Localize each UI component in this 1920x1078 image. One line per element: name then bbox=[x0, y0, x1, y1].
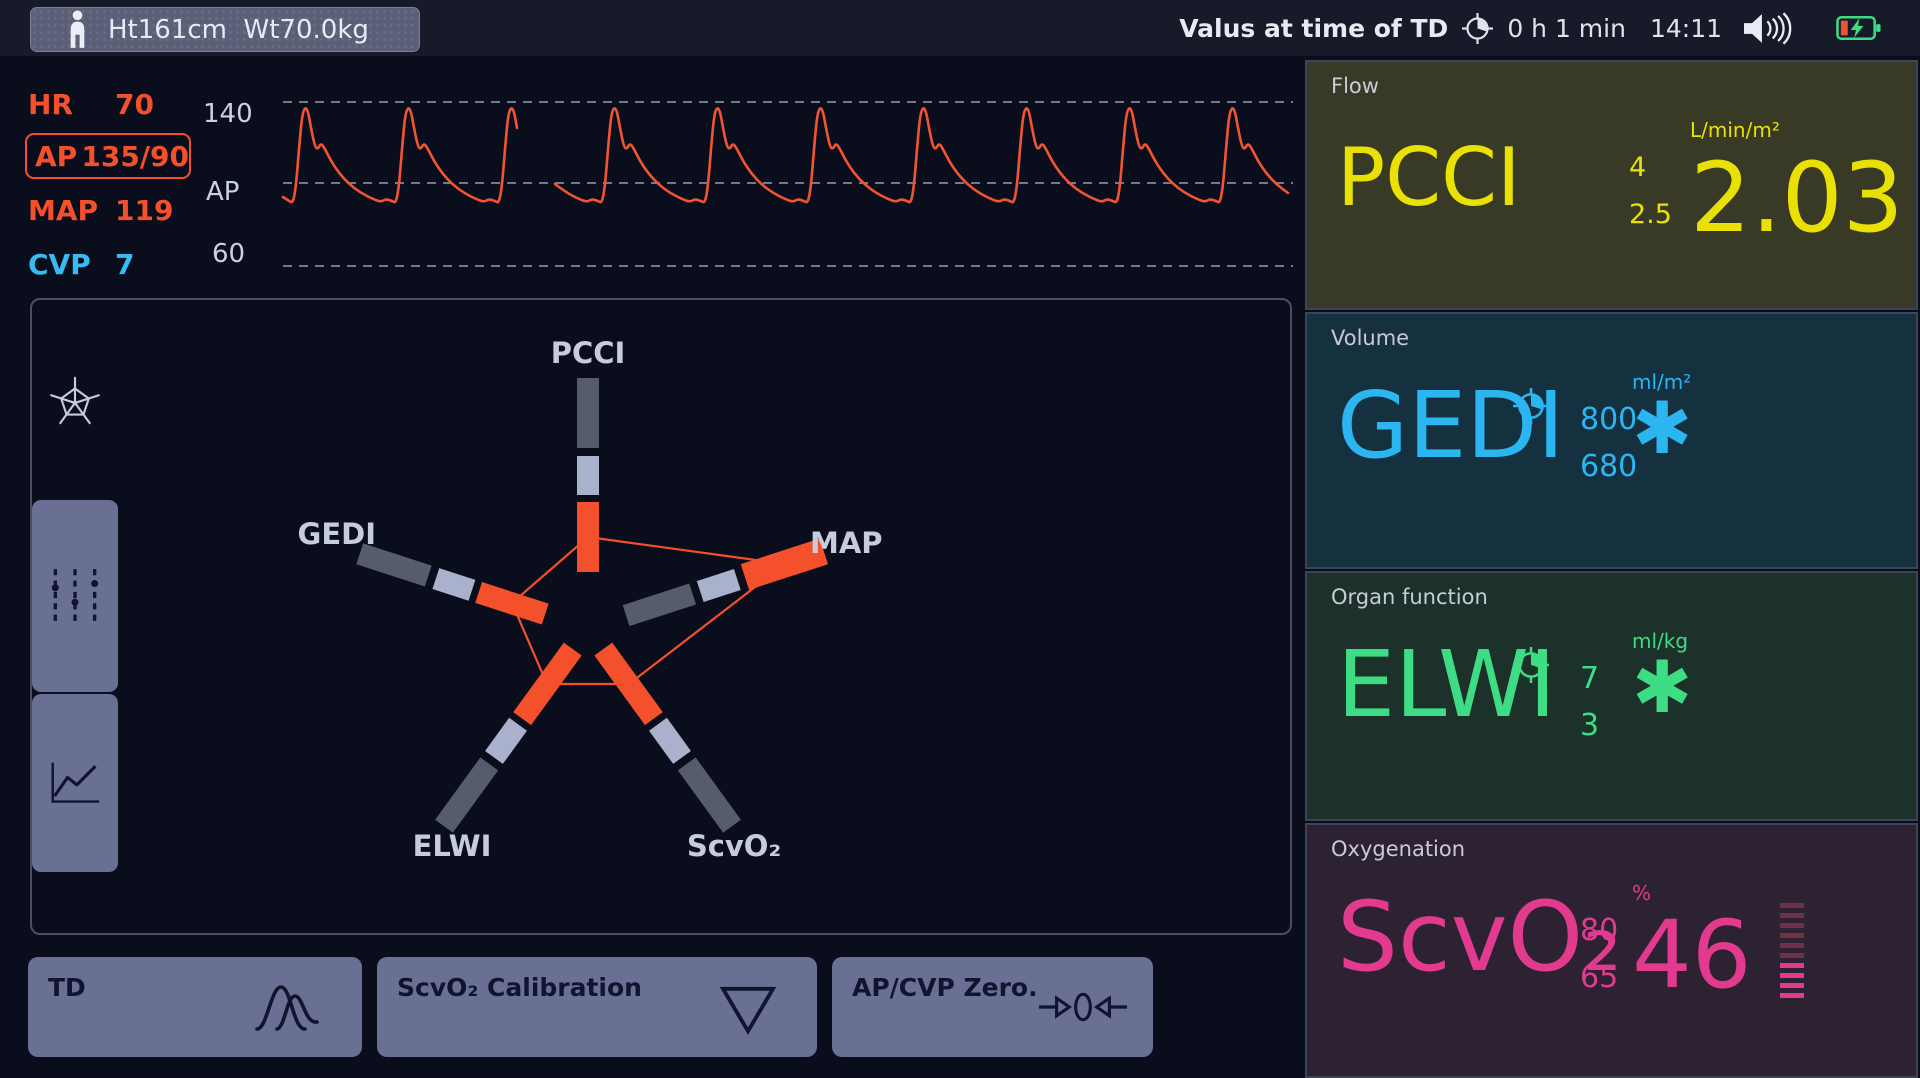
gauge-segment bbox=[1780, 993, 1804, 998]
gedi-limit-low: 680 bbox=[1580, 449, 1638, 484]
hr-value: 70 bbox=[115, 88, 154, 121]
spider-axis-label: ScvO₂ bbox=[687, 829, 781, 863]
oxygenation-section-label: Oxygenation bbox=[1331, 837, 1466, 861]
wave-scale-label: AP bbox=[206, 177, 240, 207]
ap-cvp-zero-label: AP/CVP Zero. bbox=[852, 973, 1038, 1002]
scvo2-param-name: ScvO₂ bbox=[1337, 881, 1622, 993]
ap-waveform bbox=[281, 101, 1293, 267]
flow-panel[interactable]: Flow PCCI 4 2.5 L/min/m² 2.03 bbox=[1305, 60, 1918, 310]
status-title: Valus at time of TD bbox=[1179, 13, 1449, 43]
spider-diagram: PCCI MAP GEDI ELWI ScvO₂ bbox=[298, 336, 883, 863]
gauge-segment bbox=[1780, 973, 1804, 978]
spider-view-tab-icon[interactable] bbox=[44, 374, 106, 428]
patient-icon bbox=[70, 9, 85, 48]
speaker-icon[interactable] bbox=[1744, 11, 1796, 45]
wave-scale-top: 140 bbox=[203, 99, 253, 129]
scvo2-calibration-button[interactable]: ScvO₂ Calibration bbox=[377, 957, 817, 1057]
spider-axis-label: ELWI bbox=[413, 829, 492, 863]
ap-label: AP bbox=[35, 139, 78, 173]
ap-value: 135/90 bbox=[81, 139, 189, 173]
spider-panel bbox=[30, 298, 1292, 935]
patient-info-button[interactable]: Ht161cm Wt70.0kg bbox=[30, 7, 420, 52]
gedi-no-value-asterisk: ✱ bbox=[1632, 386, 1693, 470]
pcci-limits: 4 2.5 bbox=[1629, 144, 1672, 238]
gedi-limit-high: 800 bbox=[1580, 402, 1638, 437]
scvo2-value: 46 bbox=[1632, 901, 1752, 1010]
top-bar: Ht161cm Wt70.0kg Valus at time of TD 0 h… bbox=[0, 0, 1920, 56]
elwi-no-value-asterisk: ✱ bbox=[1632, 645, 1693, 729]
volume-panel[interactable]: Volume GEDI 800 680 ml/m² ✱ bbox=[1305, 312, 1918, 569]
td-button-label: TD bbox=[48, 973, 86, 1002]
td-curves-icon bbox=[255, 985, 319, 1031]
pcci-limit-high: 4 bbox=[1629, 152, 1647, 183]
scvo2-limit-high: 80 bbox=[1580, 913, 1619, 948]
spider-axis-label: PCCI bbox=[551, 336, 626, 370]
pcci-unit: L/min/m² bbox=[1690, 118, 1780, 142]
gedi-timer-icon bbox=[1513, 388, 1549, 424]
limits-settings-button[interactable] bbox=[32, 500, 118, 692]
gauge-segment bbox=[1780, 933, 1804, 938]
gauge-segment bbox=[1780, 923, 1804, 928]
trend-view-button[interactable] bbox=[32, 694, 118, 872]
gauge-segment bbox=[1780, 963, 1804, 968]
cvp-value: 7 bbox=[115, 248, 135, 281]
oxygenation-panel[interactable]: Oxygenation ScvO₂ 80 65 % 46 bbox=[1305, 823, 1918, 1078]
organ-section-label: Organ function bbox=[1331, 585, 1488, 609]
elwi-limit-high: 7 bbox=[1580, 661, 1600, 696]
gedi-limits: 800 680 bbox=[1580, 396, 1637, 490]
gauge-segment bbox=[1780, 943, 1804, 948]
td-measurement-button[interactable]: TD bbox=[28, 957, 362, 1057]
gauge-segment bbox=[1780, 953, 1804, 958]
hr-label: HR bbox=[28, 88, 73, 121]
flow-section-label: Flow bbox=[1331, 74, 1379, 98]
gauge-segment bbox=[1780, 983, 1804, 988]
organ-function-panel[interactable]: Organ function ELWI 7 3 ml/kg ✱ bbox=[1305, 571, 1918, 821]
spider-axis-label: GEDI bbox=[298, 517, 376, 551]
volume-section-label: Volume bbox=[1331, 326, 1410, 350]
battery-icon bbox=[1836, 15, 1881, 41]
scvo2-unit: % bbox=[1632, 881, 1652, 905]
scvo2-limit-low: 65 bbox=[1580, 960, 1619, 995]
elwi-timer-icon bbox=[1513, 647, 1549, 683]
pcci-limit-low: 2.5 bbox=[1629, 199, 1672, 230]
vital-ap: AP 135/90 bbox=[25, 133, 191, 179]
wave-scale-bottom: 60 bbox=[212, 239, 246, 269]
elwi-param-name: ELWI bbox=[1337, 631, 1557, 738]
map-label: MAP bbox=[28, 194, 99, 227]
scvo2-limits: 80 65 bbox=[1580, 907, 1618, 1001]
vital-cvp: CVP 7 bbox=[28, 248, 134, 281]
trend-icon bbox=[51, 762, 100, 803]
zero-arrows-icon bbox=[1039, 992, 1127, 1022]
map-value: 119 bbox=[115, 194, 174, 227]
gauge-segment bbox=[1780, 913, 1804, 918]
triangle-down-icon bbox=[719, 986, 777, 1035]
elwi-limit-low: 3 bbox=[1580, 708, 1600, 743]
limits-icon bbox=[51, 569, 99, 623]
vital-hr: HR 70 bbox=[28, 88, 154, 121]
pcci-value: 2.03 bbox=[1690, 142, 1904, 254]
clock-time: 14:11 bbox=[1649, 13, 1722, 43]
elapsed-time: 0 h 1 min bbox=[1507, 13, 1626, 43]
ap-cvp-zero-button[interactable]: AP/CVP Zero. bbox=[832, 957, 1153, 1057]
vital-map: MAP 119 bbox=[28, 194, 173, 227]
cvp-label: CVP bbox=[28, 248, 91, 281]
elwi-limits: 7 3 bbox=[1580, 655, 1599, 749]
pcci-param-name: PCCI bbox=[1337, 131, 1521, 224]
gedi-unit: ml/m² bbox=[1632, 370, 1692, 394]
elwi-unit: ml/kg bbox=[1632, 629, 1689, 653]
scvo2-level-gauge bbox=[1780, 903, 1804, 1003]
scvo2-calibration-label: ScvO₂ Calibration bbox=[397, 973, 642, 1002]
gauge-segment bbox=[1780, 903, 1804, 908]
timer-icon bbox=[1462, 12, 1494, 44]
patient-height-weight: Ht161cm Wt70.0kg bbox=[108, 14, 369, 45]
spider-axis-label: MAP bbox=[810, 526, 883, 560]
